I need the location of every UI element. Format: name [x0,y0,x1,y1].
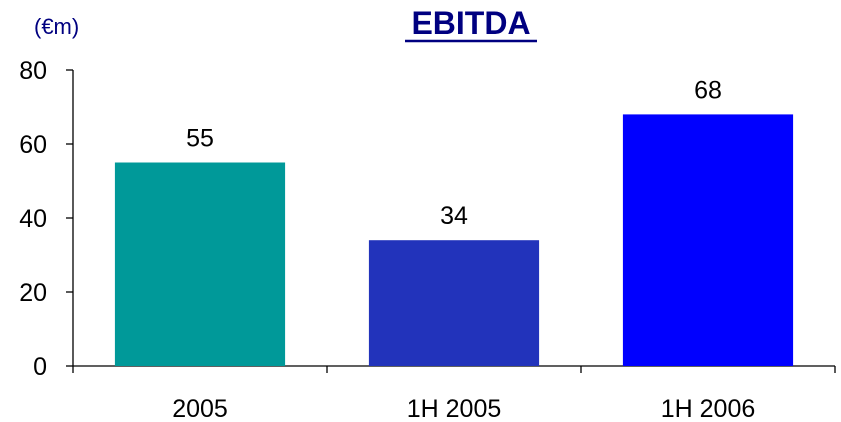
bar-value-label: 55 [186,125,214,153]
y-tick-label: 60 [19,131,47,159]
x-category-label: 1H 2006 [661,395,756,422]
bar-1h-2005 [368,240,540,366]
bar-value-label: 68 [694,76,722,104]
bar-2005 [114,162,286,366]
unit-label: (€m) [34,14,79,39]
bar-series [114,114,794,367]
y-tick-label: 80 [19,57,47,85]
x-category-label: 2005 [172,395,228,422]
y-tick-label: 0 [33,353,47,381]
data-labels: 55 34 68 [186,76,722,230]
x-category-label: 1H 2005 [407,395,502,422]
y-axis: 0 20 40 60 80 [19,57,74,381]
y-tick-label: 20 [19,279,47,307]
y-tick-label: 40 [19,205,47,233]
chart-title: EBITDA [411,5,530,41]
category-labels: 2005 1H 2005 1H 2006 [172,395,755,422]
bar-1h-2006 [622,114,794,367]
x-axis [72,365,836,373]
bar-value-label: 34 [440,202,468,230]
